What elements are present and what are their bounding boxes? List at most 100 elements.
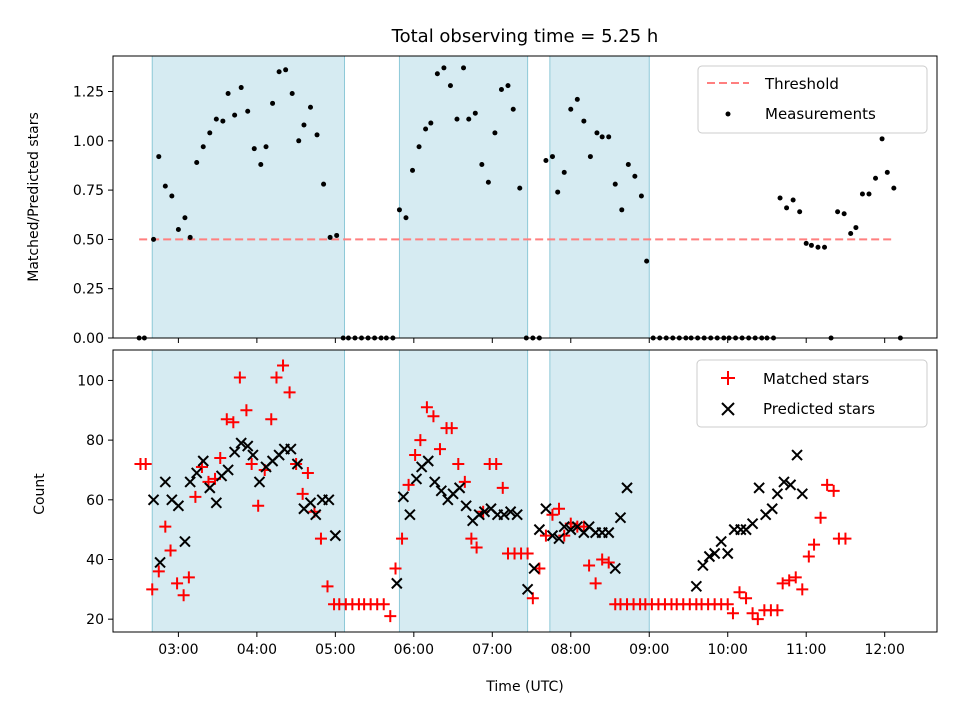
measurement-point — [328, 235, 333, 240]
measurement-point — [156, 154, 161, 159]
measurement-point — [499, 87, 504, 92]
measurement-point — [151, 237, 156, 242]
bottom-y-tick-label: 60 — [86, 493, 104, 509]
bottom-legend: Matched stars Predicted stars — [697, 360, 927, 427]
measurement-point — [619, 207, 624, 212]
measurement-point — [301, 123, 306, 128]
measurement-point — [543, 158, 548, 163]
bottom-y-tick-label: 100 — [77, 373, 104, 389]
measurement-point — [239, 85, 244, 90]
measurement-point — [163, 184, 168, 189]
measurement-point — [511, 107, 516, 112]
measurement-point — [428, 121, 433, 126]
top-observing-window — [550, 56, 649, 338]
bottom-y-axis-label: Count — [32, 473, 48, 515]
measurement-point — [860, 192, 865, 197]
measurement-point — [873, 176, 878, 181]
measurement-point — [232, 113, 237, 118]
measurement-point — [397, 207, 402, 212]
measurement-point — [182, 215, 187, 220]
bottom-y-tick-label: 40 — [86, 552, 104, 568]
measurement-point — [270, 101, 275, 106]
measurement-point — [797, 209, 802, 214]
bottom-x-tick-label: 08:00 — [551, 642, 591, 658]
bottom-observing-window — [550, 350, 649, 632]
top-y-tick-label: 0.75 — [73, 183, 104, 199]
measurement-point — [194, 160, 199, 165]
measurement-point — [791, 197, 796, 202]
measurement-point — [214, 117, 219, 122]
top-legend: Threshold Measurements — [698, 66, 927, 133]
measurement-point — [778, 195, 783, 200]
bottom-y-tick-label: 20 — [86, 612, 104, 628]
measurement-point — [505, 83, 510, 88]
measurement-point — [784, 205, 789, 210]
measurement-point — [550, 154, 555, 159]
measurement-point — [486, 180, 491, 185]
measurement-point — [600, 134, 605, 139]
top-chart-title: Total observing time = 5.25 h — [391, 26, 659, 47]
measurement-point — [594, 130, 599, 135]
measurement-point — [575, 97, 580, 102]
measurement-point — [461, 65, 466, 70]
measurement-point — [880, 136, 885, 141]
measurement-point — [334, 233, 339, 238]
measurement-point — [410, 168, 415, 173]
bottom-x-tick-label: 04:00 — [237, 642, 277, 658]
measurement-point — [479, 162, 484, 167]
measurement-point — [169, 194, 174, 199]
bottom-y-tick-label: 80 — [86, 433, 104, 449]
top-y-tick-label: 1.25 — [73, 84, 104, 100]
measurement-point — [207, 130, 212, 135]
measurement-point — [644, 259, 649, 264]
measurement-point — [201, 144, 206, 149]
top-y-tick-label: 0.50 — [73, 232, 104, 248]
measurement-point — [866, 192, 871, 197]
figure: 0.000.250.500.751.001.25 Total observing… — [0, 0, 960, 720]
measurement-point — [562, 170, 567, 175]
measurement-point — [632, 174, 637, 179]
measurement-point — [290, 91, 295, 96]
measurement-point — [473, 111, 478, 116]
measurement-point — [435, 71, 440, 76]
top-y-tick-label: 1.00 — [73, 134, 104, 150]
measurement-point — [842, 211, 847, 216]
bottom-x-tick-label: 03:00 — [158, 642, 198, 658]
measurement-point — [568, 107, 573, 112]
measurement-point — [245, 109, 250, 114]
measurement-point — [403, 215, 408, 220]
measurement-point — [606, 134, 611, 139]
measurement-point — [277, 69, 282, 74]
bottom-x-tick-label: 09:00 — [629, 642, 669, 658]
bottom-observing-window — [152, 350, 344, 632]
threshold-legend-label: Threshold — [764, 75, 839, 93]
measurement-point — [226, 91, 231, 96]
top-observing-window — [152, 56, 344, 338]
measurement-point — [555, 190, 560, 195]
measurements-legend-label: Measurements — [765, 105, 876, 123]
top-observing-window — [399, 56, 527, 338]
measurement-point — [321, 182, 326, 187]
measurement-point — [588, 154, 593, 159]
top-y-tick-label: 0.00 — [73, 331, 104, 347]
measurement-point — [423, 126, 428, 131]
bottom-x-tick-label: 11:00 — [786, 642, 826, 658]
bottom-x-tick-label: 05:00 — [315, 642, 355, 658]
measurement-point — [454, 117, 459, 122]
measurement-point — [891, 186, 896, 191]
measurement-point — [581, 119, 586, 124]
bottom-x-tick-label: 12:00 — [865, 642, 905, 658]
measurement-point — [220, 119, 225, 124]
measurement-point — [885, 170, 890, 175]
measurement-point — [308, 105, 313, 110]
bottom-x-tick-label: 06:00 — [394, 642, 434, 658]
predicted-legend-label: Predicted stars — [763, 400, 875, 418]
measurement-point — [176, 227, 181, 232]
measurement-point — [815, 245, 820, 250]
measurement-point — [517, 186, 522, 191]
measurement-point — [296, 138, 301, 143]
measurement-point — [448, 83, 453, 88]
top-y-axis-label: Matched/Predicted stars — [26, 112, 42, 282]
measurement-point — [853, 225, 858, 230]
measurement-point — [315, 132, 320, 137]
